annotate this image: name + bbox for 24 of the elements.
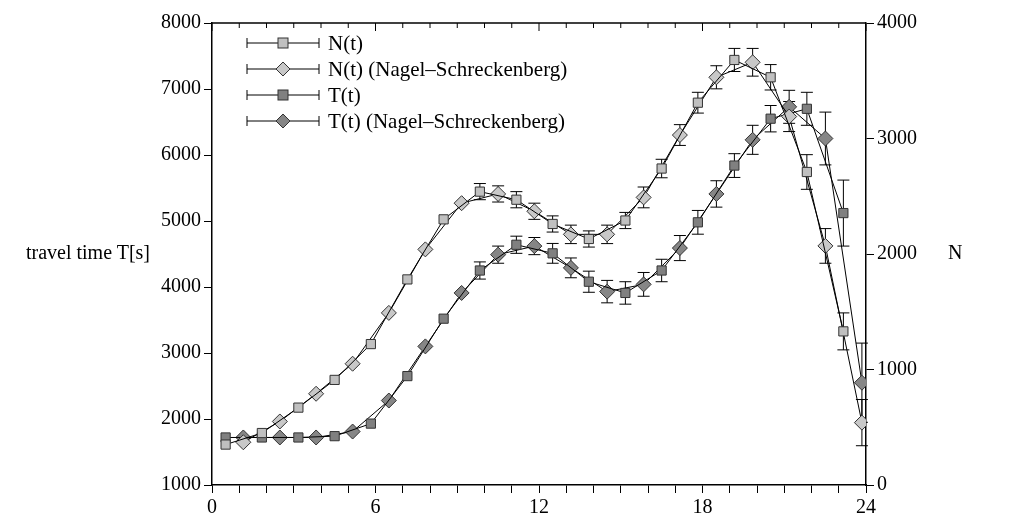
y2-tick-label: 1000 xyxy=(877,356,917,379)
y-tick-label: 4000 xyxy=(161,274,201,297)
x-tick-label: 12 xyxy=(529,495,549,518)
x-tick-label: 0 xyxy=(207,495,217,518)
y2-tick-label: 0 xyxy=(877,472,887,495)
x-tick-label: 24 xyxy=(856,495,876,518)
y2-tick-label: 4000 xyxy=(877,10,917,33)
y-tick-label: 1000 xyxy=(161,472,201,495)
y-tick-label: 3000 xyxy=(161,340,201,363)
y-tick-label: 5000 xyxy=(161,208,201,231)
y2-tick-label: 3000 xyxy=(877,125,917,148)
y-tick-label: 6000 xyxy=(161,142,201,165)
y-tick-label: 8000 xyxy=(161,10,201,33)
y2-axis-title: N xyxy=(948,241,963,264)
y-tick-label: 2000 xyxy=(161,406,201,429)
x-tick-label: 18 xyxy=(692,495,713,518)
legend-label: T(t) xyxy=(328,82,361,108)
legend-label: T(t) (Nagel–Schreckenberg) xyxy=(328,108,565,134)
y2-tick-label: 2000 xyxy=(877,241,917,264)
legend-label: N(t) xyxy=(328,30,363,56)
x-tick-label: 6 xyxy=(370,495,381,518)
y-tick-label: 7000 xyxy=(161,76,201,99)
y-axis-title: travel time T[s] xyxy=(25,241,150,264)
legend-label: N(t) (Nagel–Schreckenberg) xyxy=(328,56,568,82)
